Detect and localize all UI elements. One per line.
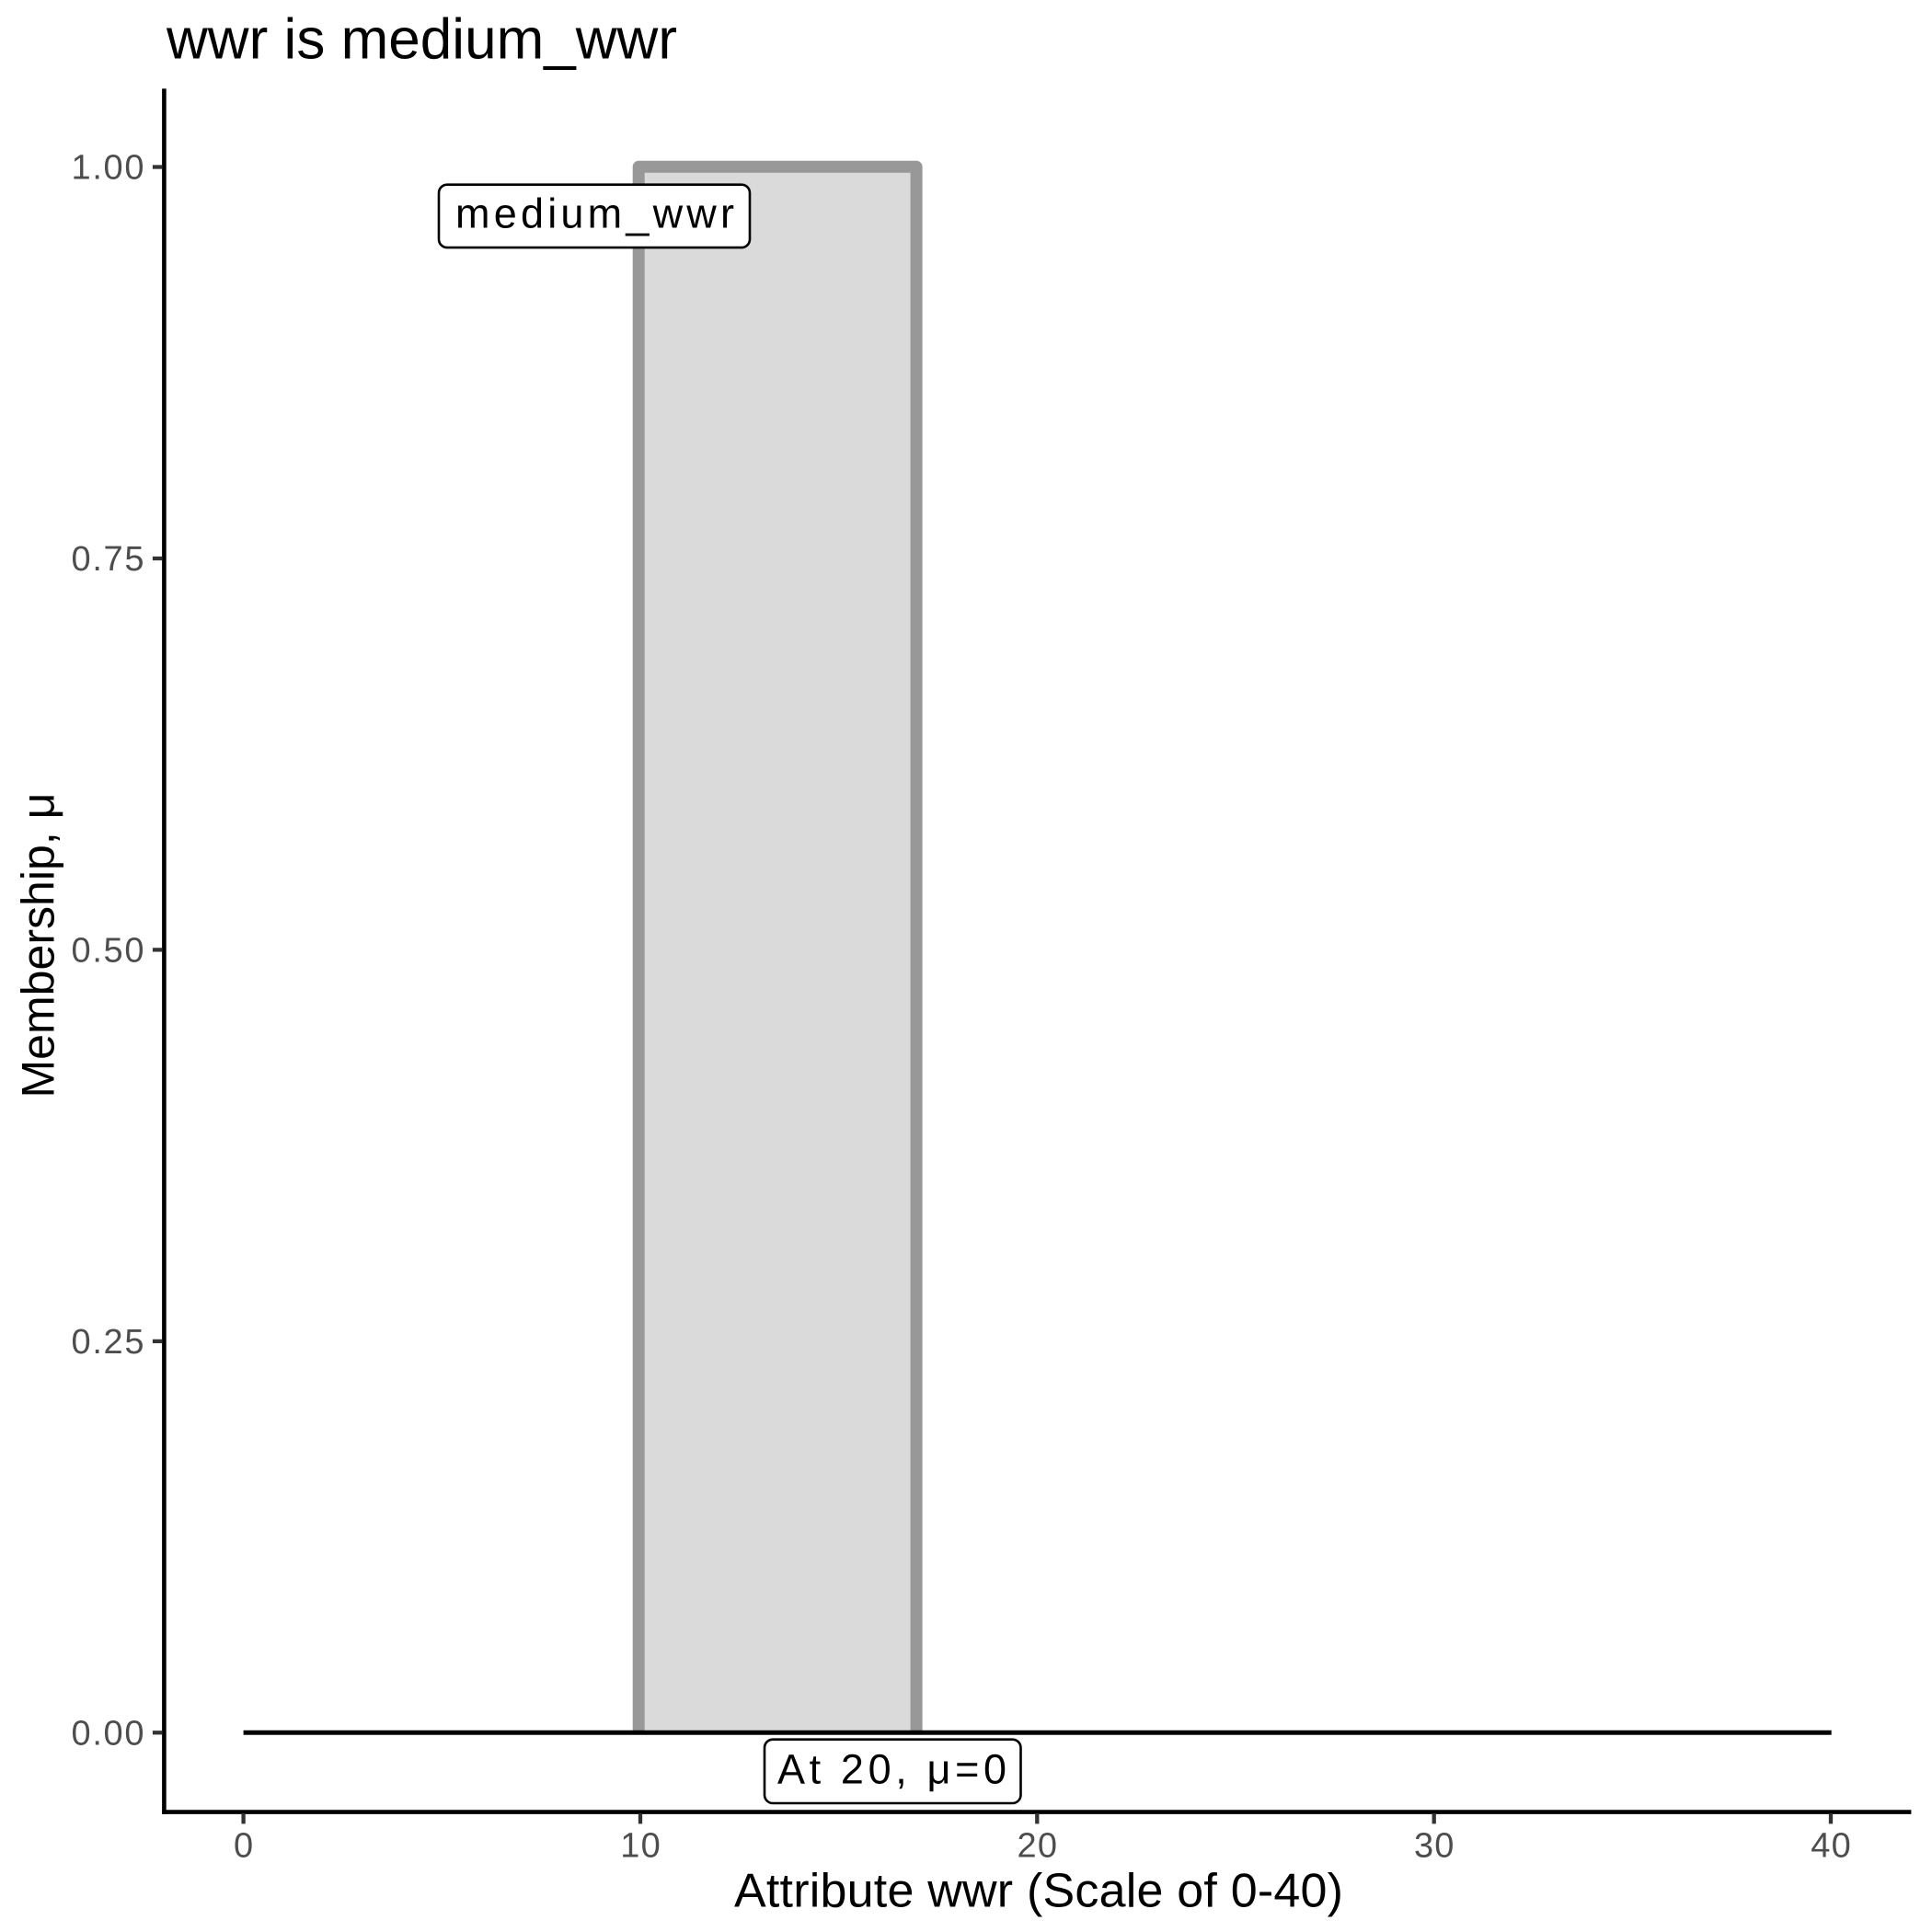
svg-text:Attribute wwr (Scale of 0-40): Attribute wwr (Scale of 0-40) [734, 1864, 1343, 1917]
svg-text:0.25: 0.25 [72, 1323, 144, 1362]
svg-text:0.75: 0.75 [72, 540, 144, 579]
svg-text:30: 30 [1414, 1826, 1455, 1865]
svg-text:10: 10 [620, 1826, 661, 1865]
svg-text:0: 0 [234, 1826, 253, 1865]
svg-text:40: 40 [1811, 1826, 1851, 1865]
svg-text:Membership, μ: Membership, μ [13, 793, 64, 1098]
svg-text:0.50: 0.50 [72, 931, 144, 970]
svg-text:20: 20 [1018, 1826, 1058, 1865]
svg-text:wwr is medium_wwr: wwr is medium_wwr [166, 8, 677, 72]
svg-text:0.00: 0.00 [72, 1714, 144, 1753]
svg-text:1.00: 1.00 [72, 149, 144, 188]
svg-text:medium_wwr: medium_wwr [455, 190, 734, 237]
